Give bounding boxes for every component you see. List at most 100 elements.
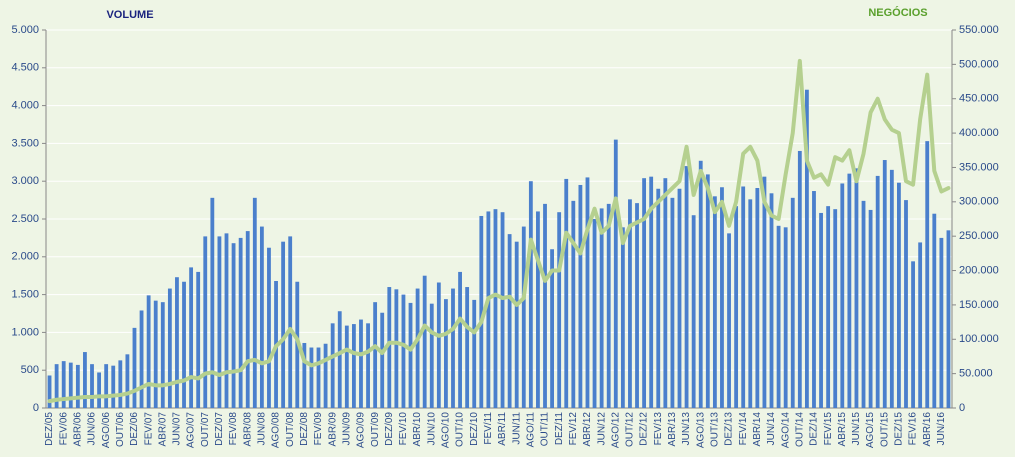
bar bbox=[394, 289, 399, 408]
x-tick-label: ABR/11 bbox=[497, 412, 508, 446]
series-title: VOLUME bbox=[106, 9, 153, 21]
bar bbox=[833, 209, 838, 408]
bar bbox=[47, 375, 52, 408]
x-tick-label: AGO/06 bbox=[101, 412, 112, 449]
bar bbox=[698, 160, 703, 408]
line bbox=[47, 58, 951, 404]
x-tick-label: JUN/14 bbox=[766, 412, 777, 446]
bar bbox=[882, 160, 887, 408]
bar bbox=[238, 237, 243, 408]
bar bbox=[160, 302, 165, 408]
x-tick-label: FEV/07 bbox=[143, 412, 154, 446]
x-tick-label: ABR/15 bbox=[837, 412, 848, 447]
x-tick-label: ABR/08 bbox=[242, 412, 253, 447]
bar bbox=[259, 226, 264, 408]
x-tick-label: JUN/11 bbox=[511, 412, 522, 445]
bar bbox=[337, 311, 342, 408]
bar bbox=[861, 200, 866, 408]
bar bbox=[429, 303, 434, 408]
bar bbox=[210, 197, 215, 408]
x-tick-label: DEZ/14 bbox=[809, 412, 820, 446]
bar bbox=[196, 271, 201, 408]
x-tick-label: JUN/13 bbox=[681, 412, 692, 446]
bar bbox=[267, 247, 271, 408]
bar bbox=[451, 288, 455, 408]
bar bbox=[175, 277, 179, 408]
x-tick-label: DEZ/12 bbox=[639, 412, 650, 446]
x-tick-label: JUN/06 bbox=[87, 412, 98, 446]
bar bbox=[748, 199, 753, 408]
x-tick-label: DEZ/06 bbox=[129, 412, 140, 446]
bar bbox=[288, 236, 293, 408]
x-tick-label: ABR/13 bbox=[667, 412, 678, 447]
y2-tick-label: 300.000 bbox=[959, 196, 999, 208]
bar bbox=[422, 275, 427, 408]
bar bbox=[769, 193, 774, 408]
x-tick-label: ABR/16 bbox=[922, 412, 933, 447]
x-tick-label: DEZ/09 bbox=[384, 412, 395, 446]
bar bbox=[826, 206, 831, 408]
x-tick-label: FEV/13 bbox=[653, 412, 664, 446]
bar bbox=[521, 226, 526, 408]
x-tick-label: OUT/10 bbox=[455, 412, 466, 447]
x-tick-label: JUN/08 bbox=[257, 412, 268, 446]
x-tick-label: OUT/13 bbox=[710, 412, 721, 447]
y-tick-label: 1.000 bbox=[11, 326, 39, 338]
x-tick-label: FEV/06 bbox=[58, 412, 69, 446]
bar bbox=[840, 183, 845, 408]
y-tick-label: 3.000 bbox=[11, 175, 39, 187]
bar bbox=[868, 209, 873, 408]
x-tick-label: FEV/16 bbox=[908, 412, 919, 446]
bar bbox=[783, 227, 788, 408]
x-tick-label: OUT/12 bbox=[625, 412, 636, 447]
x-tick-label: FEV/12 bbox=[568, 412, 579, 446]
x-tick-label: AGO/10 bbox=[441, 412, 452, 449]
y2-tick-label: 350.000 bbox=[959, 161, 999, 173]
x-tick-label: AGO/14 bbox=[780, 412, 791, 449]
bar bbox=[436, 282, 441, 408]
bar bbox=[500, 212, 505, 408]
y2-tick-label: 200.000 bbox=[959, 264, 999, 276]
bar bbox=[628, 199, 632, 408]
bar bbox=[804, 89, 809, 408]
y2-tick-label: 550.000 bbox=[959, 24, 999, 36]
y-tick-label: 5.000 bbox=[11, 24, 39, 36]
bar bbox=[146, 295, 151, 408]
x-tick-label: DEZ/11 bbox=[554, 412, 565, 446]
y2-tick-label: 250.000 bbox=[959, 230, 999, 242]
x-tick-label: ABR/06 bbox=[72, 412, 83, 447]
x-tick-label: ABR/09 bbox=[327, 412, 338, 447]
bar bbox=[75, 364, 80, 408]
x-tick-label: OUT/08 bbox=[285, 412, 296, 447]
bar bbox=[302, 342, 307, 408]
bar bbox=[111, 365, 116, 408]
bar bbox=[245, 231, 250, 408]
x-tick-label: DEZ/10 bbox=[469, 412, 480, 446]
bar bbox=[649, 176, 654, 408]
x-tick-label: AGO/13 bbox=[695, 412, 706, 449]
y-tick-label: 1.500 bbox=[11, 289, 39, 301]
x-tick-label: JUN/10 bbox=[426, 412, 437, 446]
bar bbox=[790, 197, 795, 408]
x-tick-label: JUN/09 bbox=[341, 412, 352, 446]
bar bbox=[939, 237, 944, 408]
bar bbox=[61, 361, 66, 408]
bar bbox=[139, 310, 144, 408]
bar bbox=[231, 243, 236, 408]
bar bbox=[656, 188, 661, 408]
x-tick-label: AGO/15 bbox=[865, 412, 876, 449]
bar bbox=[68, 362, 73, 408]
bar bbox=[366, 323, 370, 408]
bar bbox=[224, 233, 229, 408]
bar bbox=[677, 188, 682, 408]
x-tick-label: JUN/12 bbox=[596, 412, 607, 446]
bar bbox=[486, 211, 491, 408]
bar bbox=[918, 242, 923, 408]
bar bbox=[592, 219, 597, 408]
bar bbox=[564, 178, 569, 408]
x-tick-label: FEV/09 bbox=[313, 412, 324, 446]
x-tick-label: OUT/06 bbox=[115, 412, 126, 447]
y-tick-label: 3.500 bbox=[11, 137, 39, 149]
bar bbox=[458, 271, 462, 408]
